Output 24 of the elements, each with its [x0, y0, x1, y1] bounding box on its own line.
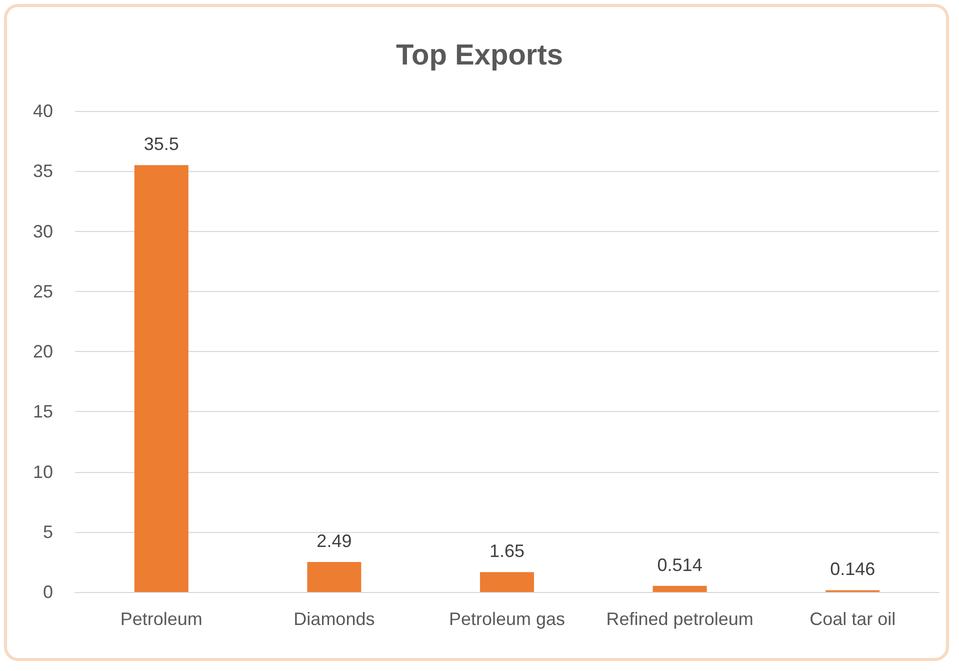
x-tick-label: Diamonds	[294, 609, 375, 629]
y-tick-label: 5	[42, 522, 53, 542]
data-label: 0.146	[830, 559, 876, 580]
x-tick-label: Refined petroleum	[606, 609, 754, 629]
y-tick-label: 15	[32, 402, 53, 422]
x-tick-label: Coal tar oil	[810, 609, 896, 629]
bar	[480, 572, 534, 592]
y-tick-label: 30	[32, 221, 53, 242]
y-tick-label: 40	[32, 101, 53, 121]
data-label: 2.49	[316, 531, 352, 552]
y-tick-label: 10	[32, 462, 53, 482]
bar	[134, 165, 188, 592]
y-tick-label: 25	[32, 281, 53, 302]
x-tick-label: Petroleum	[120, 609, 202, 629]
y-tick-label: 20	[32, 342, 53, 362]
data-label: 0.514	[657, 554, 702, 575]
chart-title: Top Exports	[396, 40, 564, 72]
y-tick-label: 35	[32, 161, 53, 182]
bar	[307, 562, 362, 592]
y-tick-label: 0	[42, 582, 53, 602]
data-label: 1.65	[489, 541, 525, 562]
x-tick-label: Petroleum gas	[448, 609, 566, 629]
data-label: 35.5	[144, 134, 179, 154]
bar	[652, 586, 707, 592]
